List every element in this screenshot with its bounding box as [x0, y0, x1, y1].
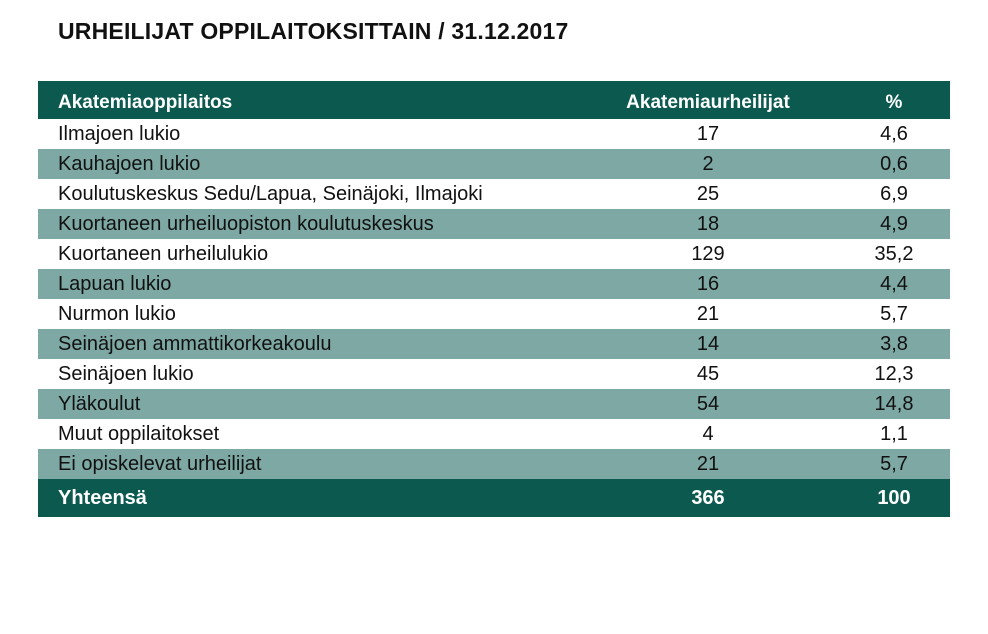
row-athletes: 2: [702, 152, 714, 175]
row-percent: 14,8: [874, 392, 914, 415]
row-percent: 5,7: [880, 302, 908, 325]
table-row: Seinäjoen lukio 45 12,3: [38, 359, 950, 389]
table-row: Lapuan lukio 16 4,4: [38, 269, 950, 299]
athletes-table: Akatemiaoppilaitos Akatemiaurheilijat % …: [38, 81, 950, 517]
row-athletes: 4: [702, 422, 714, 445]
row-institution: Seinäjoen lukio: [58, 362, 194, 385]
row-institution: Nurmon lukio: [58, 302, 176, 325]
table-row: Kauhajoen lukio 2 0,6: [38, 149, 950, 179]
row-institution: Kuortaneen urheilulukio: [58, 242, 269, 265]
row-athletes: 129: [691, 242, 725, 265]
row-institution: Muut oppilaitokset: [58, 422, 220, 445]
row-athletes: 21: [696, 302, 720, 325]
row-institution: Yläkoulut: [58, 392, 141, 415]
table-row: Kuortaneen urheilulukio 129 35,2: [38, 239, 950, 269]
row-percent: 4,6: [880, 122, 908, 145]
row-institution: Ilmajoen lukio: [58, 122, 181, 145]
total-label: Yhteensä: [58, 486, 147, 509]
total-athletes: 366: [691, 486, 725, 509]
row-percent: 35,2: [874, 242, 914, 265]
row-athletes: 17: [696, 122, 720, 145]
row-institution: Kauhajoen lukio: [58, 152, 201, 175]
total-percent: 100: [877, 486, 911, 509]
table-header-row: Akatemiaoppilaitos Akatemiaurheilijat %: [38, 81, 950, 119]
row-athletes: 18: [696, 212, 720, 235]
row-institution: Koulutuskeskus Sedu/Lapua, Seinäjoki, Il…: [58, 182, 483, 205]
table-row: Nurmon lukio 21 5,7: [38, 299, 950, 329]
row-percent: 0,6: [880, 152, 908, 175]
row-institution: Lapuan lukio: [58, 272, 172, 295]
row-percent: 1,1: [880, 422, 908, 445]
row-athletes: 54: [696, 392, 720, 415]
table-row: Ei opiskelevat urheilijat 21 5,7: [38, 449, 950, 479]
header-percent: %: [885, 92, 903, 113]
table-row: Muut oppilaitokset 4 1,1: [38, 419, 950, 449]
table-total-row: Yhteensä 366 100: [38, 479, 950, 517]
table-row: Seinäjoen ammattikorkeakoulu 14 3,8: [38, 329, 950, 359]
row-institution: Seinäjoen ammattikorkeakoulu: [58, 332, 332, 355]
header-athletes: Akatemiaurheilijat: [626, 92, 790, 113]
row-athletes: 21: [696, 452, 720, 475]
table-row: Koulutuskeskus Sedu/Lapua, Seinäjoki, Il…: [38, 179, 950, 209]
row-percent: 12,3: [874, 362, 914, 385]
row-athletes: 14: [696, 332, 720, 355]
row-athletes: 16: [696, 272, 720, 295]
row-institution: Kuortaneen urheiluopiston koulutuskeskus: [58, 212, 434, 235]
row-percent: 4,9: [880, 212, 908, 235]
row-percent: 5,7: [880, 452, 908, 475]
row-athletes: 45: [696, 362, 720, 385]
row-percent: 4,4: [880, 272, 908, 295]
table-row: Kuortaneen urheiluopiston koulutuskeskus…: [38, 209, 950, 239]
row-athletes: 25: [696, 182, 720, 205]
table-row: Ilmajoen lukio 17 4,6: [38, 119, 950, 149]
row-institution: Ei opiskelevat urheilijat: [58, 452, 262, 475]
row-percent: 3,8: [880, 332, 908, 355]
row-percent: 6,9: [880, 182, 908, 205]
header-institution: Akatemiaoppilaitos: [58, 92, 233, 113]
table-row: Yläkoulut 54 14,8: [38, 389, 950, 419]
page-title: URHEILIJAT OPPILAITOKSITTAIN / 31.12.201…: [58, 18, 569, 44]
